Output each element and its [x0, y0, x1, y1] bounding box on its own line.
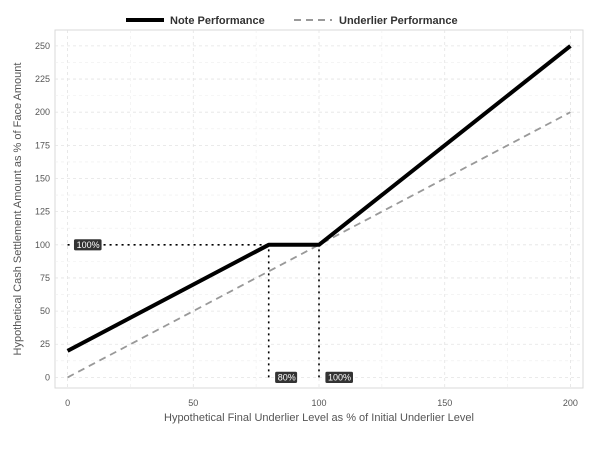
annotation-box	[73, 238, 103, 252]
series-line-underlier-performance	[67, 111, 571, 379]
y-tick-label: 150	[35, 174, 50, 184]
annotation-label: 100%	[73, 238, 103, 252]
x-tick-label: 100	[311, 398, 326, 408]
x-tick-label: 50	[188, 398, 198, 408]
legend-label-underlier-performance: Underlier Performance	[339, 15, 458, 27]
y-tick-label: 250	[35, 41, 50, 51]
y-tick-label: 75	[40, 273, 50, 283]
y-tick-label: 25	[40, 339, 50, 349]
annotation-box	[274, 370, 298, 384]
annotation-box	[324, 370, 354, 384]
y-tick-label: 0	[45, 372, 50, 382]
y-axis-title: Hypothetical Cash Settlement Amount as %…	[12, 63, 24, 356]
annotation-text: 80%	[278, 372, 296, 382]
grid	[55, 30, 583, 388]
x-tick-label: 0	[65, 398, 70, 408]
series-lines	[66, 44, 572, 379]
legend-label-note-performance: Note Performance	[170, 15, 265, 27]
x-tick-label: 150	[437, 398, 452, 408]
x-tick-label: 200	[563, 398, 578, 408]
x-axis-title: Hypothetical Final Underlier Level as % …	[164, 412, 474, 424]
y-tick-label: 225	[35, 74, 50, 84]
y-tick-label: 50	[40, 306, 50, 316]
annotations: 100% 80% 100%	[73, 238, 354, 384]
y-tick-label: 100	[35, 240, 50, 250]
y-tick-label: 200	[35, 107, 50, 117]
y-tick-label: 125	[35, 207, 50, 217]
annotation-label: 80%	[274, 370, 298, 384]
y-tick-label: 175	[35, 140, 50, 150]
annotation-label: 100%	[324, 370, 354, 384]
annotation-text: 100%	[328, 372, 351, 382]
y-axis-ticks: 0 25 50 75 100 125 150 175 200 225 250	[35, 41, 50, 382]
x-axis-ticks: 0 50 100 150 200	[65, 398, 578, 408]
annotation-text: 100%	[77, 240, 100, 250]
series-line-note-performance	[66, 44, 572, 353]
reference-lines	[67, 244, 320, 378]
legend: Note Performance Underlier Performance	[126, 15, 458, 27]
